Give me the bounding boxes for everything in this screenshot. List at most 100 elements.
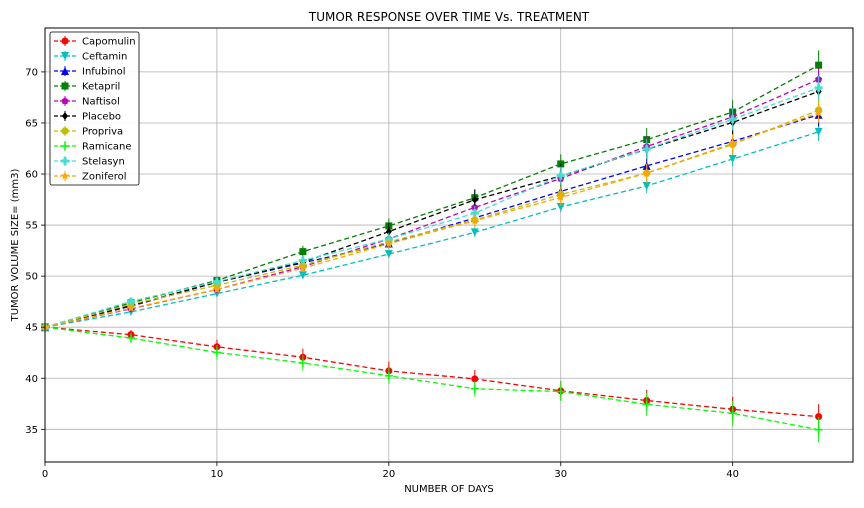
data-point-ketapril xyxy=(815,61,823,69)
data-point-placebo xyxy=(385,227,392,236)
legend-item-infubinol: Infubinol xyxy=(54,66,126,78)
series-propriva xyxy=(41,98,823,331)
series-zoniferol xyxy=(40,103,823,331)
data-point-stelasyn xyxy=(212,277,221,286)
legend-marker-infubinol xyxy=(61,67,69,75)
data-point-stelasyn xyxy=(384,234,393,243)
series-line-infubinol xyxy=(44,114,819,328)
legend-marker-capomulin xyxy=(61,37,69,45)
legend-item-capomulin: Capomulin xyxy=(54,36,136,48)
legend-item-ketapril: Ketapril xyxy=(54,81,120,93)
data-point-zoniferol xyxy=(298,263,308,272)
legend-item-propriva: Propriva xyxy=(54,126,123,138)
legend-marker-stelasyn xyxy=(61,157,69,165)
y-tick-label: 70 xyxy=(25,67,38,78)
data-point-ramicane xyxy=(212,348,221,357)
legend-label-ketapril: Ketapril xyxy=(82,82,120,93)
y-tick-label: 65 xyxy=(25,118,38,129)
data-point-stelasyn xyxy=(556,171,565,180)
series-line-ramicane xyxy=(44,326,819,431)
ticks: 0 10 20 30 40 35 40 45 50 55 60 65 70 xyxy=(25,67,739,480)
data-point-capomulin xyxy=(471,375,479,383)
data-point-ceftamin xyxy=(728,155,737,164)
data-point-stelasyn xyxy=(642,145,651,154)
data-point-ceftamin xyxy=(642,181,651,190)
legend-marker-propriva xyxy=(61,127,69,135)
legend: Capomulin Ceftamin Infubinol Ketapril Naftis… xyxy=(49,31,140,186)
y-tick-label: 40 xyxy=(25,374,38,385)
legend-label-ceftamin: Ceftamin xyxy=(82,52,127,63)
legend-marker-ramicane xyxy=(61,142,69,150)
legend-label-naftisol: Naftisol xyxy=(82,97,120,108)
legend-marker-placebo xyxy=(62,112,68,120)
series-line-naftisol xyxy=(44,78,819,328)
series-ceftamin xyxy=(41,122,823,332)
data-point-ceftamin xyxy=(470,228,479,237)
series-layer xyxy=(40,50,823,443)
data-point-ramicane xyxy=(814,425,823,434)
y-axis-label: TUMOR VOLUME SIZE= (mm3) xyxy=(10,169,21,323)
data-point-stelasyn xyxy=(126,297,135,306)
series-line-zoniferol xyxy=(44,112,819,328)
legend-label-placebo: Placebo xyxy=(82,112,121,123)
legend-marker-naftisol xyxy=(61,97,69,105)
legend-label-infubinol: Infubinol xyxy=(82,67,126,78)
series-infubinol xyxy=(41,103,823,332)
legend-marker-ketapril xyxy=(61,82,69,90)
series-line-stelasyn xyxy=(44,87,819,328)
series-stelasyn xyxy=(41,75,823,332)
data-point-ramicane xyxy=(126,334,135,343)
data-point-ramicane xyxy=(728,409,737,418)
legend-marker-zoniferol xyxy=(60,171,70,180)
series-placebo xyxy=(42,81,822,332)
series-capomulin xyxy=(41,323,823,430)
data-point-ramicane xyxy=(470,384,479,393)
grid xyxy=(44,28,853,462)
legend-label-ramicane: Ramicane xyxy=(82,142,132,153)
y-tick-label: 35 xyxy=(25,425,38,436)
legend-item-stelasyn: Stelasyn xyxy=(54,156,125,168)
series-line-ceftamin xyxy=(44,131,819,328)
data-point-stelasyn xyxy=(298,256,307,265)
data-point-zoniferol xyxy=(728,138,737,148)
series-line-capomulin xyxy=(44,326,819,418)
x-axis-label: NUMBER OF DAYS xyxy=(404,484,494,495)
data-point-stelasyn xyxy=(814,83,823,92)
x-tick-label: 30 xyxy=(554,469,567,480)
data-point-zoniferol xyxy=(642,168,651,177)
legend-marker-ceftamin xyxy=(61,52,69,60)
y-tick-label: 50 xyxy=(25,272,38,283)
legend-label-stelasyn: Stelasyn xyxy=(82,157,125,168)
data-point-ceftamin xyxy=(814,127,823,136)
y-tick-label: 55 xyxy=(25,221,38,232)
series-ketapril xyxy=(41,50,823,331)
x-tick-label: 40 xyxy=(726,469,739,480)
x-tick-label: 20 xyxy=(382,469,395,480)
legend-item-ceftamin: Ceftamin xyxy=(54,51,127,63)
legend-box xyxy=(49,31,140,186)
data-point-zoniferol xyxy=(126,303,136,312)
data-point-ramicane xyxy=(642,400,651,409)
data-point-zoniferol xyxy=(212,285,222,294)
x-tick-label: 10 xyxy=(211,469,224,480)
data-point-ceftamin xyxy=(556,203,565,212)
data-point-placebo xyxy=(471,195,478,204)
data-point-zoniferol xyxy=(814,108,823,117)
data-point-zoniferol xyxy=(470,216,480,225)
x-tick-label: 0 xyxy=(42,469,48,480)
chart-title: TUMOR RESPONSE OVER TIME Vs. TREATMENT xyxy=(308,10,590,24)
plot-frame xyxy=(44,27,854,463)
legend-label-propriva: Propriva xyxy=(82,127,123,138)
legend-item-placebo: Placebo xyxy=(54,111,121,123)
data-point-ramicane xyxy=(298,358,307,367)
data-point-ceftamin xyxy=(384,250,393,259)
data-point-capomulin xyxy=(815,413,823,421)
data-point-ramicane xyxy=(384,371,393,380)
legend-label-capomulin: Capomulin xyxy=(82,37,136,48)
series-naftisol xyxy=(41,68,823,331)
data-point-zoniferol xyxy=(556,192,566,202)
legend-item-zoniferol: Zoniferol xyxy=(54,171,127,183)
data-point-zoniferol xyxy=(384,239,394,248)
series-line-placebo xyxy=(44,90,819,328)
